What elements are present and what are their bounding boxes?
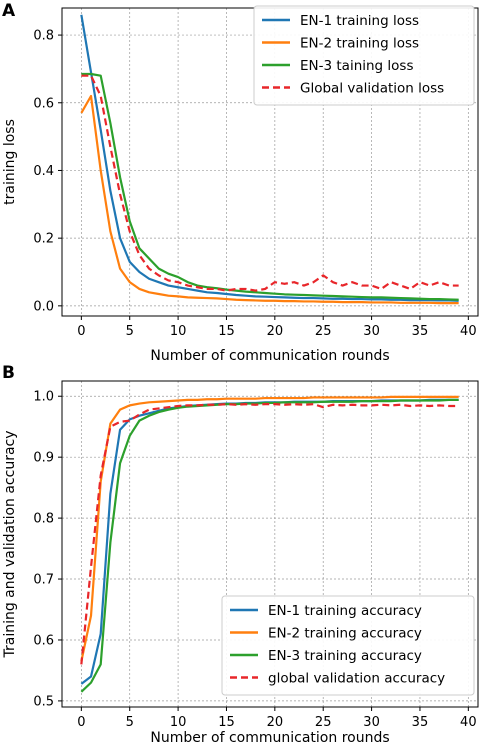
panel-b-chart: B 0 5 10 15 20 25 30 35 40 0.5 0.6 0.7 0.8 0.9 1.0 Numbe… (2, 363, 479, 746)
series-line-global (81, 74, 459, 292)
y-tick-label: 0.8 (33, 29, 54, 44)
series-lines (80, 395, 459, 693)
legend-entry-label: EN-1 training accuracy (268, 603, 422, 619)
x-tick-label: 30 (363, 324, 380, 339)
x-tick-label: 15 (218, 324, 235, 339)
legend-entry-label: EN-2 training accuracy (268, 626, 422, 642)
series-line-en2 (80, 94, 459, 305)
legend-entry-label: Global validation loss (300, 81, 444, 97)
x-tick-label: 0 (77, 324, 85, 339)
x-tick-label: 20 (267, 715, 284, 730)
series-line-en2 (80, 395, 459, 662)
x-tick-label: 10 (170, 324, 187, 339)
legend-entry-label: EN-1 training loss (300, 13, 419, 29)
x-tick-label: 40 (460, 715, 477, 730)
legend: EN-1 training accuracy EN-2 training accu… (221, 595, 475, 696)
x-tick-label: 10 (170, 715, 187, 730)
y-tick-label: 0.8 (33, 512, 54, 527)
x-axis-label: Number of communication rounds (150, 730, 389, 746)
y-tick-label: 1.0 (33, 390, 54, 405)
x-tick-label: 0 (77, 715, 85, 730)
axes-frame (61, 380, 479, 708)
gridlines (62, 381, 478, 707)
y-tick-label: 0.2 (33, 232, 54, 247)
panel-label: B (2, 363, 15, 383)
y-ticks: 0.0 0.2 0.4 0.6 0.8 (33, 29, 62, 314)
x-tick-label: 25 (315, 324, 332, 339)
y-axis-label: training loss (2, 119, 18, 205)
y-axis-label: Training and validation accuracy (2, 430, 18, 658)
series-line-en1 (80, 14, 459, 302)
x-ticks: 0 5 10 15 20 25 30 35 40 (77, 316, 477, 339)
legend-box (253, 5, 475, 106)
y-ticks: 0.5 0.6 0.7 0.8 0.9 1.0 (33, 390, 62, 709)
legend: EN-1 training loss EN-2 training loss EN-3… (253, 5, 475, 106)
series-line-en3 (80, 398, 459, 693)
x-tick-label: 5 (126, 324, 134, 339)
series-line-global (80, 403, 459, 665)
series-line-en3 (81, 72, 459, 301)
y-tick-label: 0.6 (33, 96, 54, 111)
legend-box (221, 595, 475, 696)
panel-a-chart: A 0 5 10 15 20 25 30 35 40 0.0 0.2 0.4 0.6 0.8 Number o… (2, 1, 479, 364)
x-tick-label: 30 (363, 715, 380, 730)
panel-label: A (2, 1, 16, 21)
x-tick-label: 15 (218, 715, 235, 730)
x-tick-label: 35 (412, 324, 429, 339)
x-tick-label: 40 (460, 324, 477, 339)
legend-entry-label: global validation accuracy (268, 671, 445, 687)
y-tick-label: 0.6 (33, 633, 54, 648)
series-lines (80, 14, 459, 305)
x-tick-label: 20 (267, 324, 284, 339)
legend-entry-label: EN-3 taining loss (300, 58, 414, 74)
y-tick-label: 0.7 (33, 573, 54, 588)
y-tick-label: 0.9 (33, 451, 54, 466)
x-tick-label: 25 (315, 715, 332, 730)
y-tick-label: 0.4 (33, 164, 54, 179)
y-tick-label: 0.0 (33, 299, 54, 314)
legend-entry-label: EN-2 training loss (300, 36, 419, 52)
x-axis-label: Number of communication rounds (150, 348, 389, 364)
x-tick-label: 5 (126, 715, 134, 730)
x-tick-label: 35 (412, 715, 429, 730)
legend-entry-label: EN-3 training accuracy (268, 648, 422, 664)
x-ticks: 0 5 10 15 20 25 30 35 40 (77, 707, 477, 730)
y-tick-label: 0.5 (33, 694, 54, 709)
